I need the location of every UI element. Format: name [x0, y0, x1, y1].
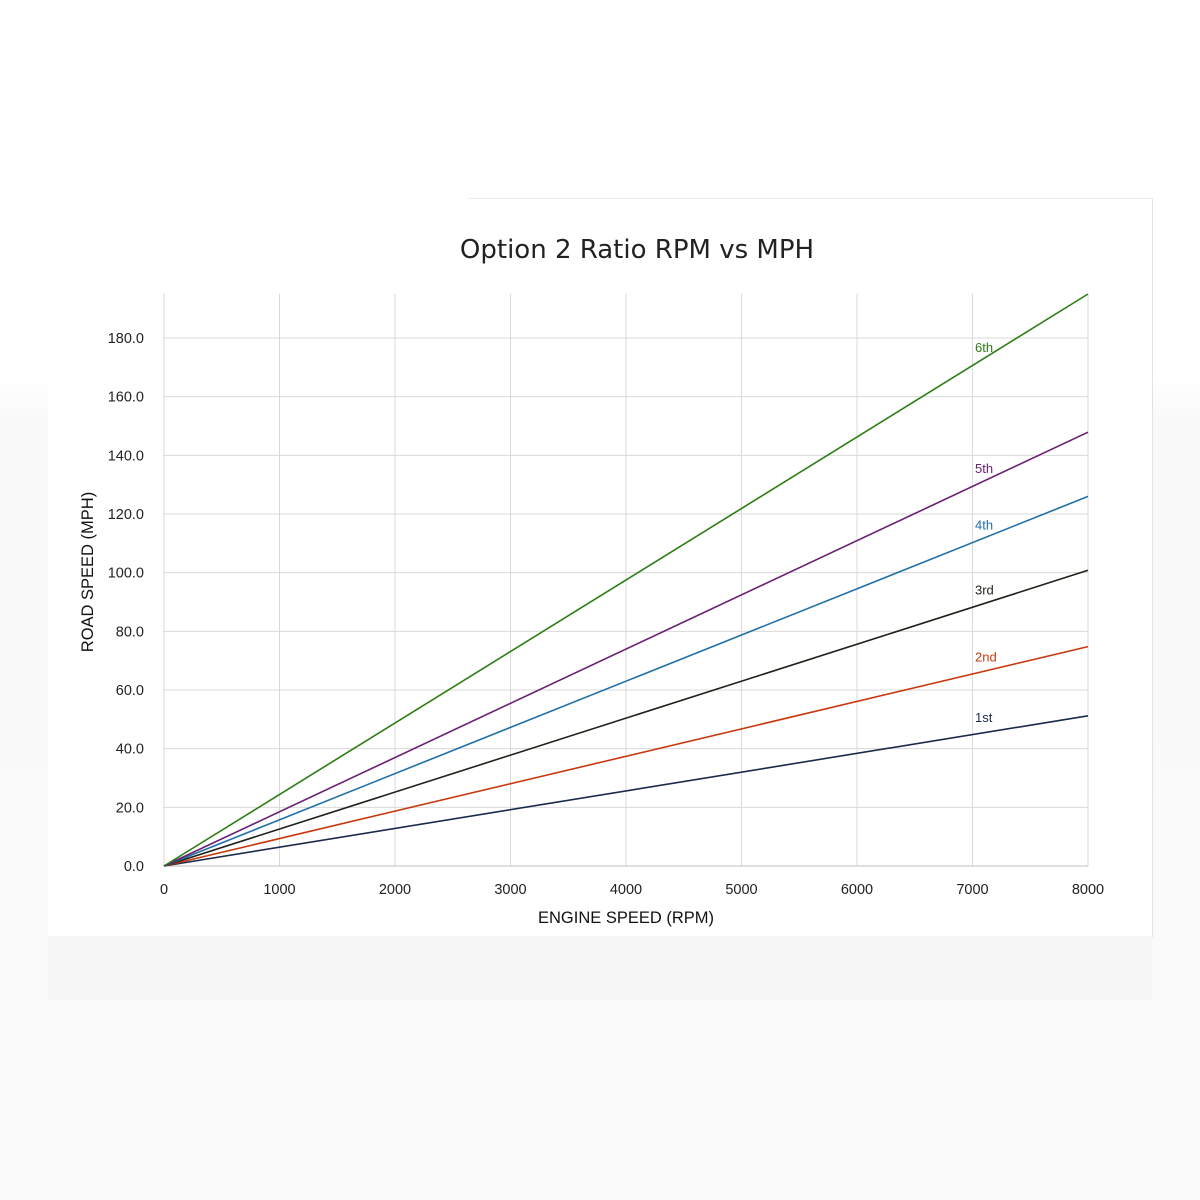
x-axis-label: ENGINE SPEED (RPM) [538, 909, 714, 927]
x-tick-labels: 0 1000 2000 3000 4000 5000 6000 7000 8000 [160, 882, 1104, 898]
y-tick-label: 0.0 [124, 859, 144, 875]
card-shadow [48, 936, 1152, 1000]
y-tick-label: 60.0 [116, 683, 144, 699]
chart-card [48, 198, 1153, 937]
series-label-4th: 4th [975, 518, 993, 533]
y-tick-label: 120.0 [108, 507, 144, 523]
y-tick-label: 180.0 [108, 331, 144, 347]
x-tick-label: 2000 [379, 882, 411, 898]
y-tick-label: 140.0 [108, 448, 144, 464]
y-tick-label: 100.0 [108, 566, 144, 582]
y-axis-label: ROAD SPEED (MPH) [79, 492, 97, 652]
x-tick-label: 1000 [263, 882, 295, 898]
series-line-6th [163, 293, 1089, 867]
y-tick-label: 80.0 [116, 624, 144, 640]
series-label-1st: 1st [975, 710, 993, 725]
series-line-4th [163, 495, 1089, 867]
x-tick-label: 6000 [841, 882, 873, 898]
title-backdrop [48, 198, 468, 296]
series-labels: 1st 2nd 3rd 4th 5th 6th [975, 340, 997, 725]
y-tick-label: 20.0 [116, 800, 144, 816]
series-label-2nd: 2nd [975, 649, 997, 664]
x-tick-label: 5000 [725, 882, 757, 898]
series-label-3rd: 3rd [975, 582, 994, 597]
chart-title: Option 2 Ratio RPM vs MPH [460, 235, 814, 265]
series-lines [163, 293, 1089, 867]
x-tick-label: 0 [160, 882, 168, 898]
x-tick-label: 4000 [610, 882, 642, 898]
x-tick-label: 7000 [956, 882, 988, 898]
x-tick-label: 3000 [494, 882, 526, 898]
series-line-3rd [163, 569, 1089, 867]
series-line-1st [163, 715, 1089, 867]
y-tick-labels: 0.0 20.0 40.0 60.0 80.0 100.0 120.0 140.0 160.0 1… [108, 331, 144, 875]
y-tick-label: 160.0 [108, 390, 144, 406]
series-label-6th: 6th [975, 340, 993, 355]
x-tick-label: 8000 [1072, 882, 1104, 898]
series-label-5th: 5th [975, 461, 993, 476]
y-tick-label: 40.0 [116, 742, 144, 758]
series-line-2nd [163, 645, 1089, 867]
series-line-5th [163, 431, 1089, 867]
